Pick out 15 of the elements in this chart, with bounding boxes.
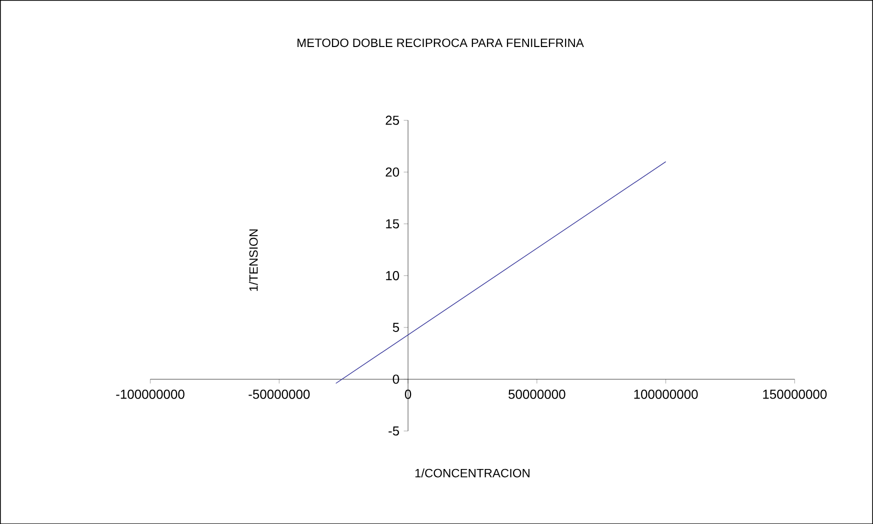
x-axis-title: 1/CONCENTRACION [415,468,530,478]
x-tick-label: 0 [404,390,412,399]
y-tick-label: -5 [388,426,400,436]
x-tick-label: 150000000 [763,390,827,399]
y-tick-label: 5 [392,322,400,332]
y-tick-label: 15 [386,219,400,228]
x-tick-label: -100000000 [116,390,184,399]
y-axis-title: 1/TENSION [248,229,258,291]
x-tick-label: 50000000 [508,390,566,399]
x-tick-label: -50000000 [248,390,310,399]
chart-title: METODO DOBLE RECIPROCA PARA FENILEFRINA [298,38,584,47]
x-tick-label: 100000000 [634,390,698,399]
y-tick-label: 25 [386,116,400,125]
y-tick-label: 20 [386,167,400,177]
y-tick-label: 10 [386,270,400,280]
